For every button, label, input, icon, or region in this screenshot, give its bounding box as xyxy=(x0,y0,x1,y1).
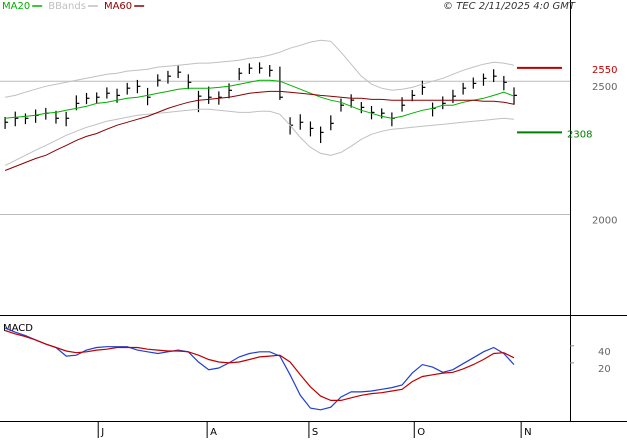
level-label: 2550 xyxy=(592,65,617,76)
line-lower xyxy=(4,108,515,166)
x-tick-label: A xyxy=(210,427,217,438)
line xyxy=(4,327,515,411)
y-tick-label: 40 xyxy=(598,347,611,358)
legend-label: MA20 xyxy=(2,1,30,12)
x-tick-label: J xyxy=(100,427,104,438)
y-tick-label: 2500 xyxy=(592,82,617,93)
y-tick-label: 2000 xyxy=(592,215,617,226)
line xyxy=(4,329,515,401)
line-values xyxy=(4,90,515,171)
legend-label: MA60 xyxy=(104,1,132,12)
line-upper xyxy=(5,39,515,98)
x-tick-label: S xyxy=(312,427,318,438)
level-label: 2308 xyxy=(567,129,592,140)
x-tick-label: O xyxy=(417,427,425,438)
y-tick-label: 20 xyxy=(598,364,611,375)
legend-label: BBands xyxy=(48,1,86,12)
source: © TEC 2/11/2025 4:0 GMT xyxy=(443,1,576,12)
panel-title: MACD xyxy=(3,323,33,334)
line-values xyxy=(5,79,515,119)
x-tick-label: N xyxy=(524,427,531,438)
